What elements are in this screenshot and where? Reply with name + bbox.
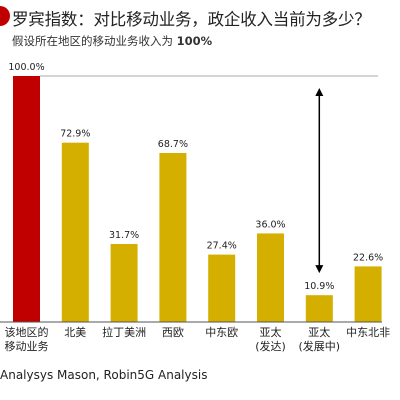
- bar: [110, 244, 138, 322]
- subtitle-text: 假设所在地区的移动业务收入为: [12, 34, 173, 48]
- data-label: 22.6%: [353, 252, 383, 263]
- data-label: 100.0%: [8, 62, 44, 73]
- data-label: 68.7%: [158, 139, 188, 150]
- chart-subtitle: 假设所在地区的移动业务收入为 100%: [12, 33, 212, 49]
- subtitle-value: 100%: [176, 34, 213, 48]
- data-label: 27.4%: [207, 241, 237, 252]
- tick-label: 中东欧: [205, 326, 238, 339]
- data-label: 36.0%: [255, 219, 285, 230]
- tick-label: 西欧: [162, 326, 184, 339]
- bar: [208, 254, 236, 322]
- title-bullet-icon: [0, 6, 10, 26]
- tick-label: 中东北非: [346, 326, 390, 339]
- source-note: Analysys Mason, Robin5G Analysis: [0, 368, 208, 382]
- tick-label: (发达): [255, 339, 286, 353]
- bar: [354, 266, 382, 322]
- arrow-down-icon: [315, 265, 324, 274]
- bar: [159, 152, 187, 322]
- tick-label: 该地区的: [5, 325, 49, 339]
- tick-label: 拉丁美洲: [102, 325, 146, 339]
- bar: [13, 76, 40, 322]
- chart-title: 罗宾指数：对比移动业务，政企收入当前为多少？: [12, 10, 371, 29]
- tick-label: (发展中): [299, 339, 341, 353]
- bar: [257, 233, 284, 322]
- bar: [305, 295, 333, 322]
- arrow-up-icon: [315, 88, 324, 96]
- tick-label: 北美: [64, 326, 86, 339]
- data-label: 31.7%: [109, 230, 139, 241]
- data-label: 10.9%: [304, 281, 334, 292]
- data-label: 72.9%: [60, 129, 90, 140]
- tick-label: 亚太: [308, 326, 330, 339]
- bar: [61, 142, 89, 322]
- tick-label: 亚太: [260, 326, 282, 339]
- tick-label: 移动业务: [5, 340, 49, 353]
